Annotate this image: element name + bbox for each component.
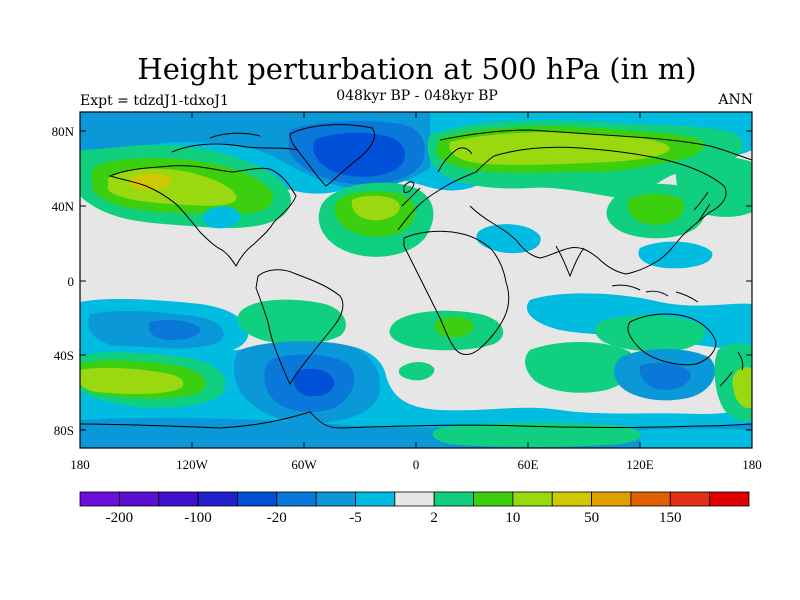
lon-tick-label: 180: [742, 457, 762, 472]
coast-siberia-arctic: [439, 129, 752, 161]
lon-tick-label: 120W: [176, 457, 209, 472]
colorbar-swatch: [709, 491, 750, 507]
coast-antarctica: [80, 411, 752, 429]
coast-europe: [397, 155, 495, 231]
lon-tick-label: 0: [413, 457, 420, 472]
contour-sh-green-io: [595, 315, 706, 352]
contour-greenland-core: [313, 132, 406, 177]
contour-so-green-io: [525, 341, 635, 393]
coast-scandinavia: [437, 147, 473, 173]
colorbar-label: -20: [267, 510, 287, 526]
contour-na-cyan-small: [202, 206, 241, 229]
colorbar-swatch: [512, 491, 553, 507]
colorbar-swatch: [433, 491, 474, 507]
colorbar-label: 150: [659, 510, 682, 526]
colorbar-label: -5: [349, 510, 362, 526]
contour-antarctic-cyan-east: [640, 428, 752, 448]
colorbar-swatch: [473, 491, 514, 507]
coast-north-america: [108, 165, 297, 267]
lon-tick-label: 60E: [518, 457, 539, 472]
contour-so-deep-au: [639, 362, 691, 390]
contour-atlantic-yellow: [351, 195, 400, 221]
colorbar-swatch: [158, 491, 199, 507]
lat-tick-label: 80S: [54, 423, 74, 438]
contour-pacific-gold: [129, 173, 172, 190]
contour-eurasia-yellow: [449, 132, 670, 165]
map-subtitle: 048kyr BP - 048kyr BP: [336, 88, 498, 104]
colorbar-label: 2: [430, 510, 438, 526]
colorbar-swatch: [630, 491, 671, 507]
coast-indonesia: [611, 284, 699, 303]
contour-so-core-sa: [293, 368, 335, 397]
coast-india: [555, 245, 585, 278]
coast-new-zealand: [719, 351, 744, 387]
colorbar-swatch: [79, 491, 120, 507]
colorbar-swatch: [237, 491, 278, 507]
contour-so-yellow-west: [80, 367, 184, 394]
lat-tick-label: 40S: [54, 348, 74, 363]
colorbar-swatch: [669, 491, 711, 507]
coastlines: [80, 124, 752, 429]
colorbar-swatch: [315, 491, 356, 507]
colorbar-swatch: [197, 491, 238, 507]
colorbar-swatch: [591, 491, 632, 507]
colorbar-swatch: [394, 491, 435, 507]
contour-nepacific-green: [675, 155, 752, 217]
lat-tick-label: 40N: [52, 199, 75, 214]
coast-canada-arctic: [171, 132, 299, 153]
lat-tick-label: 0: [68, 274, 75, 289]
colorbar-swatch: [551, 491, 592, 507]
lat-tick-label: 80N: [52, 124, 75, 139]
contour-sh-lime-atl: [434, 316, 474, 338]
colorbar-swatch: [276, 491, 317, 507]
coast-uk: [403, 181, 415, 193]
colorbar: -200 -100 -20 -5 2 10 50 150: [79, 491, 750, 526]
contour-sh-deep-west: [148, 320, 201, 340]
contour-sh-green-sa: [398, 362, 435, 381]
coast-greenland: [289, 124, 376, 187]
lon-tick-label: 180: [70, 457, 90, 472]
map-title: Height perturbation at 500 hPa (in m): [137, 52, 697, 86]
lon-tick-label: 60W: [291, 457, 317, 472]
colorbar-label: 50: [584, 510, 599, 526]
colorbar-swatch: [355, 491, 396, 507]
contour-so-yellow-east: [732, 367, 752, 409]
colorbar-label: 10: [505, 510, 520, 526]
lon-tick-label: 120E: [626, 457, 654, 472]
coast-africa: [403, 230, 510, 355]
season-label: ANN: [718, 92, 753, 108]
colorbar-swatch: [118, 491, 160, 507]
contour-japan-lime: [627, 193, 685, 225]
colorbar-label: -100: [184, 510, 212, 526]
latitude-axis: 80N 40N 0 40S 80S: [52, 124, 752, 438]
coast-australia: [627, 313, 717, 366]
contour-mideast-cyan: [476, 224, 541, 254]
contour-antarctic-green: [432, 422, 643, 447]
experiment-label: Expt = tdzdJ1-tdxoJ1: [80, 93, 229, 109]
coast-south-america: [255, 269, 344, 386]
coast-asia: [469, 146, 727, 275]
contour-field: [80, 112, 752, 448]
longitude-axis: 180 120W 60W 0 60E 120E 180: [70, 112, 762, 472]
coast-japan: [693, 191, 711, 223]
colorbar-label: -200: [106, 510, 134, 526]
